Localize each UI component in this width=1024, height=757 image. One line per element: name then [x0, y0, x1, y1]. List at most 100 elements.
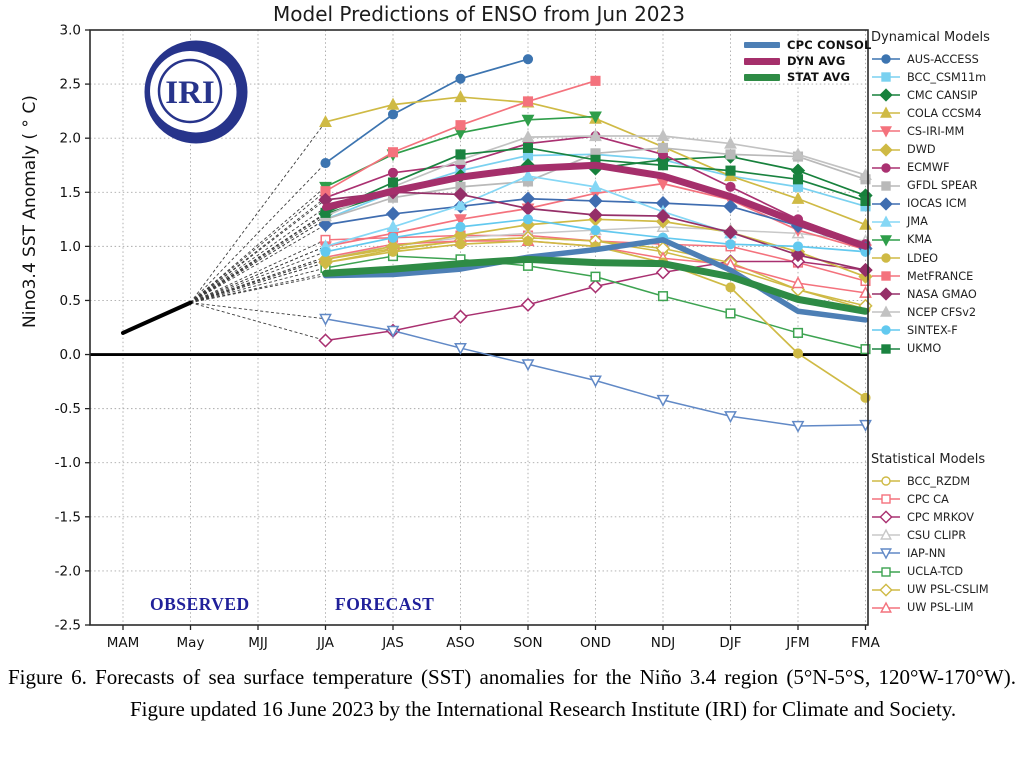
stat-avg-swatch-icon	[744, 73, 780, 81]
figure-caption: Figure 6. Forecasts of sea surface tempe…	[8, 665, 1016, 721]
y-tick-label: 1.5	[60, 185, 81, 201]
x-tick-label: JFM	[785, 635, 809, 651]
series-iap-nn	[319, 313, 872, 433]
x-tick-label: NDJ	[651, 635, 675, 651]
y-tick-label: 0.0	[60, 347, 81, 363]
csu-clipr-marker-icon	[872, 528, 900, 541]
legend-label-ukmo: UKMO	[907, 342, 942, 356]
legend-item-iocas-icm: IOCAS ICM	[871, 195, 1023, 213]
y-tick-label: 2.5	[60, 77, 81, 93]
forecast-label: FORECAST	[335, 594, 435, 614]
legend-item-dyn-avg: DYN AVG	[744, 53, 872, 69]
cs-iri-mm-marker-icon	[872, 126, 900, 138]
legend-label-cmc-cansip: CMC CANSIP	[907, 88, 978, 102]
cpc-consol-swatch-icon	[744, 42, 780, 48]
legend-label-sintex-f: SINTEX-F	[907, 323, 958, 337]
legend-label-dwd: DWD	[907, 143, 936, 157]
legend-item-cpc-mrkov: CPC MRKOV	[871, 508, 1023, 526]
x-tick-label: MJJ	[248, 635, 268, 651]
iri-logo: IRI	[133, 36, 259, 154]
series-dyn-avg	[322, 161, 869, 250]
legend-label-ncep-cfsv2: NCEP CFSv2	[907, 305, 977, 319]
series-metfrance	[320, 75, 601, 197]
kma-marker-icon	[872, 235, 900, 247]
x-tick-label: JAS	[381, 635, 404, 651]
legend-item-metfrance: MetFRANCE	[871, 267, 1023, 285]
ukmo-marker-icon	[872, 343, 900, 354]
legend-label-cpc-consol: CPC CONSOL	[787, 38, 872, 52]
series-sintex-f	[320, 214, 871, 257]
x-tick-label: JJA	[316, 635, 335, 651]
legend-item-gfdl-spear: GFDL SPEAR	[871, 177, 1023, 195]
y-tick-label: -1.5	[55, 509, 81, 525]
legend-item-nasa-gmao: NASA GMAO	[871, 285, 1023, 303]
aus-access-marker-icon	[872, 54, 900, 64]
y-tick-label: 1.0	[60, 239, 81, 255]
legend-label-iap-nn: IAP-NN	[907, 546, 946, 560]
y-tick-label: 2.0	[60, 131, 81, 147]
legend-item-cs-iri-mm: CS-IRI-MM	[871, 122, 1023, 140]
observed-label: OBSERVED	[150, 594, 250, 614]
y-tick-label: 3.0	[60, 23, 81, 39]
y-tick-label: -2.5	[55, 618, 81, 634]
iri-logo-graphic: IRI	[144, 40, 248, 144]
cmc-cansip-marker-icon	[872, 88, 900, 102]
legend-label-cola-ccsm4: COLA CCSM4	[907, 106, 982, 120]
legend-item-ukmo: UKMO	[871, 340, 1023, 358]
x-tick-label: OND	[580, 635, 611, 651]
uw-psl-cslim-marker-icon	[872, 582, 900, 597]
statistical-models-header: Statistical Models	[871, 452, 986, 467]
legend-item-dwd: DWD	[871, 140, 1023, 158]
ncep-cfsv2-marker-icon	[872, 305, 900, 318]
legend-label-stat-avg: STAT AVG	[787, 70, 851, 84]
observed-line	[121, 300, 193, 335]
legend-label-aus-access: AUS-ACCESS	[907, 52, 979, 66]
legend-label-ecmwf: ECMWF	[907, 161, 950, 175]
chart-title: Model Predictions of ENSO from Jun 2023	[273, 2, 685, 26]
legend-item-ucla-tcd: UCLA-TCD	[871, 562, 1023, 580]
jma-marker-icon	[872, 215, 900, 227]
dwd-marker-icon	[872, 142, 900, 157]
legend-label-ucla-tcd: UCLA-TCD	[907, 565, 964, 579]
legend-item-iap-nn: IAP-NN	[871, 544, 1023, 562]
sintex-f-marker-icon	[872, 325, 900, 336]
legend-item-csu-clipr: CSU CLIPR	[871, 526, 1023, 544]
series-aus-access	[320, 54, 534, 169]
legend-label-cpc-mrkov: CPC MRKOV	[907, 510, 974, 524]
legend-item-bcc-rzdm: BCC_RZDM	[871, 472, 1023, 490]
series-ukmo	[320, 142, 871, 218]
dynamical-models-header: Dynamical Models	[871, 30, 990, 45]
legend-item-ldeo: LDEO	[871, 249, 1023, 267]
bcc-rzdm-marker-icon	[872, 476, 900, 486]
legend-label-metfrance: MetFRANCE	[907, 269, 974, 283]
x-tick-label: May	[177, 635, 205, 651]
dyn-avg-swatch-icon	[744, 57, 780, 65]
series-cpc-consol	[322, 237, 869, 323]
legend-item-jma: JMA	[871, 213, 1023, 231]
legend-item-cpc-ca: CPC CA	[871, 490, 1023, 508]
x-tick-label: FMA	[851, 635, 880, 651]
legend-item-kma: KMA	[871, 231, 1023, 249]
iri-logo-text: IRI	[165, 75, 215, 111]
legend-label-cs-iri-mm: CS-IRI-MM	[907, 124, 965, 138]
legend-item-aus-access: AUS-ACCESS	[871, 50, 1023, 68]
iap-nn-marker-icon	[872, 548, 900, 560]
legend-label-csu-clipr: CSU CLIPR	[907, 528, 967, 542]
ldeo-marker-icon	[872, 253, 900, 263]
legend-item-sintex-f: SINTEX-F	[871, 321, 1023, 339]
dynamical-models-legend: Dynamical Models AUS-ACCESS BCC_CSM11m CMC…	[871, 30, 1023, 358]
cpc-mrkov-marker-icon	[872, 510, 900, 524]
x-tick-label: SON	[513, 635, 542, 651]
x-tick-label: DJF	[719, 635, 741, 651]
legend-label-jma: JMA	[907, 215, 928, 229]
legend-label-iocas-icm: IOCAS ICM	[907, 197, 967, 211]
legend-item-cmc-cansip: CMC CANSIP	[871, 86, 1023, 104]
plot-border	[89, 29, 869, 626]
legend-item-uw-psl-lim: UW PSL-LIM	[871, 599, 1023, 617]
legend-label-bcc-csm11m: BCC_CSM11m	[907, 70, 987, 84]
legend-label-gfdl-spear: GFDL SPEAR	[907, 179, 978, 193]
legend-label-uw-psl-cslim: UW PSL-CSLIM	[907, 583, 989, 597]
legend-label-uw-psl-lim: UW PSL-LIM	[907, 601, 974, 615]
bcc-csm11m-marker-icon	[872, 72, 900, 82]
